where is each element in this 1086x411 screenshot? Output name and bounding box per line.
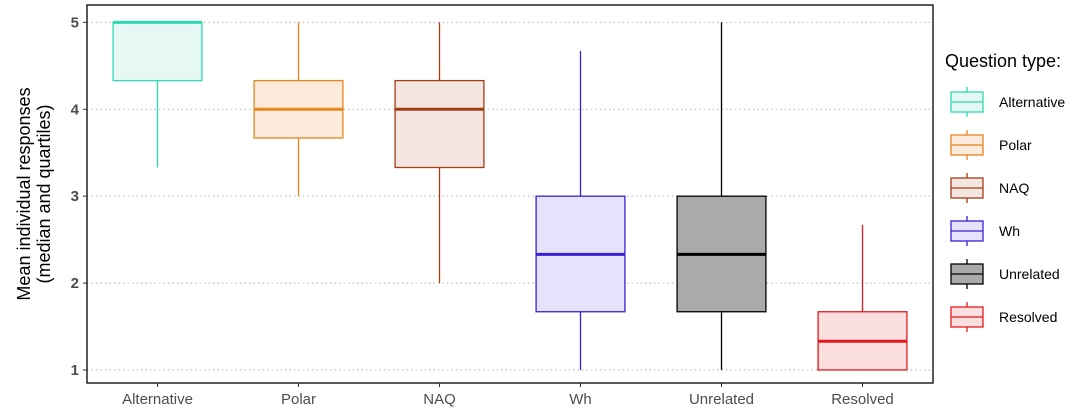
legend-item-polar: Polar <box>950 130 1032 160</box>
legend-label-wh: Wh <box>999 223 1020 239</box>
legend-label-alternative: Alternative <box>999 94 1065 110</box>
box-wh <box>535 51 626 370</box>
legend-item-wh: Wh <box>950 216 1020 246</box>
legend-item-unrelated: Unrelated <box>950 259 1060 289</box>
legend-label-unrelated: Unrelated <box>999 266 1060 282</box>
legend-item-resolved: Resolved <box>950 302 1057 332</box>
box-series <box>112 20 908 371</box>
y-axis-title-line1: Mean individual responses <box>14 87 34 300</box>
x-tick-label-resolved: Resolved <box>831 391 894 408</box>
box-polar <box>253 22 344 197</box>
x-tick-label-polar: Polar <box>281 391 316 408</box>
legend-label-polar: Polar <box>999 137 1032 153</box>
plot-panel-border <box>86 4 934 384</box>
y-axis-title-line2: (median and quartiles) <box>34 104 54 283</box>
legend-label-naq: NAQ <box>999 180 1029 196</box>
legend-title: Question type: <box>945 51 1061 71</box>
iqr-box-alternative <box>112 21 203 82</box>
y-tick-label-3: 3 <box>71 188 79 205</box>
legend: Question type: Alternative Polar NAQ Wh Unre… <box>945 51 1065 332</box>
y-tick-label-5: 5 <box>71 14 79 31</box>
x-tick-label-unrelated: Unrelated <box>689 391 754 408</box>
legend-item-naq: NAQ <box>950 173 1029 203</box>
y-tick-label-4: 4 <box>71 101 80 118</box>
box-resolved <box>817 224 908 371</box>
x-tick-label-naq: NAQ <box>423 391 456 408</box>
grid-lines <box>87 21 933 371</box>
x-tick-label-wh: Wh <box>569 391 592 408</box>
box-naq <box>394 22 485 284</box>
legend-label-resolved: Resolved <box>999 309 1057 325</box>
iqr-box-naq <box>394 79 485 169</box>
legend-item-alternative: Alternative <box>950 87 1065 117</box>
y-axis-title: Mean individual responses (median and qu… <box>14 87 54 300</box>
y-tick-label-1: 1 <box>71 362 79 379</box>
x-tick-label-alternative: Alternative <box>122 391 193 408</box>
x-axis: Alternative Polar NAQ Wh Unrelated Resolved <box>122 383 894 408</box>
box-unrelated <box>676 22 767 370</box>
y-axis: 1 2 3 4 5 <box>71 14 87 379</box>
box-alternative <box>112 20 203 168</box>
y-tick-label-2: 2 <box>71 275 79 292</box>
